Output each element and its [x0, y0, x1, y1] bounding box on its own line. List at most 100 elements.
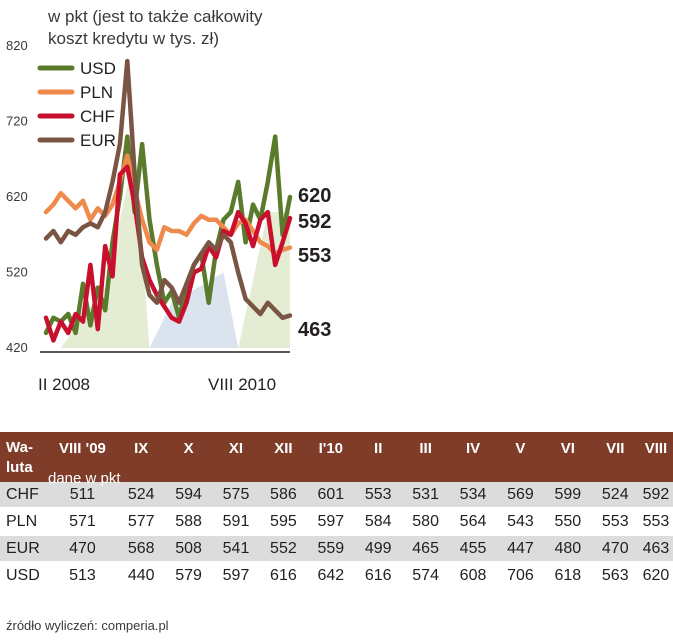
table-cell: 571: [47, 508, 118, 536]
background-band-green: [60, 151, 150, 348]
table-cell: 616: [354, 562, 402, 590]
header-col: XI: [212, 432, 260, 482]
table-row: EUR 470 568 508 541 552 559 499 465 455 447 480 470 4…: [0, 535, 673, 563]
table-header-row: Wa-luta VIII '09 IX X XI XII I'10 II III IV V VI VI…: [0, 432, 673, 482]
header-col: IV: [449, 432, 497, 482]
table-row: USD 513 440 579 597 616 642 616 574 608 706 618 563 6…: [0, 562, 673, 590]
legend-label-eur: EUR: [80, 131, 116, 150]
legend-label-pln: PLN: [80, 83, 113, 102]
y-tick-label: 520: [6, 265, 28, 280]
end-label-eur: 463: [298, 319, 331, 341]
table-cell: 550: [544, 508, 592, 536]
table-cell: 577: [117, 508, 165, 536]
table-cell: 511: [47, 482, 118, 509]
background-band-blue: [149, 272, 239, 348]
table-cell: 552: [259, 535, 308, 563]
table-cell: 470: [591, 535, 639, 563]
table-cell: 569: [496, 482, 545, 509]
data-table: Wa-luta VIII '09 IX X XI XII I'10 II III IV V VI VI…: [0, 432, 673, 590]
header-col: II: [354, 432, 402, 482]
table-cell: 564: [449, 508, 497, 536]
end-label-usd: 620: [298, 185, 331, 207]
row-label: EUR: [0, 535, 48, 563]
table-cell: 584: [354, 508, 402, 536]
y-tick-label: 820: [6, 38, 28, 53]
table-cell: 575: [212, 482, 260, 509]
row-label: USD: [0, 562, 48, 590]
table-cell: 465: [401, 535, 450, 563]
table-row: CHF 511 524 594 575 586 601 553 531 534 569 599 524 5…: [0, 482, 673, 509]
table-cell: 553: [354, 482, 402, 509]
header-col: XII: [259, 432, 308, 482]
series-line-eur: [43, 58, 293, 321]
header-col: I'10: [307, 432, 355, 482]
end-label-chf: 592: [298, 211, 331, 233]
table-cell: 447: [496, 535, 545, 563]
table-cell: 618: [544, 562, 592, 590]
table-cell: 508: [164, 535, 213, 563]
end-label-pln: 553: [298, 245, 331, 267]
table-cell: 706: [496, 562, 545, 590]
header-col: VII: [591, 432, 639, 482]
y-tick-label: 720: [6, 114, 28, 129]
y-tick-label: 620: [6, 189, 28, 204]
header-col: VIII '09: [47, 432, 118, 482]
table-cell: 591: [212, 508, 260, 536]
series-line-chf: [43, 164, 293, 343]
table-cell: 579: [164, 562, 213, 590]
legend-label-chf: CHF: [80, 107, 115, 126]
table-cell: 586: [259, 482, 308, 509]
table-cell: 524: [117, 482, 165, 509]
x-tick-end: VIII 2010: [208, 375, 276, 394]
table-cell: 499: [354, 535, 402, 563]
table-cell: 470: [47, 535, 118, 563]
table-cell: 563: [591, 562, 639, 590]
row-label: CHF: [0, 482, 48, 509]
table-cell: 599: [544, 482, 592, 509]
table-cell: 580: [401, 508, 450, 536]
table-cell: 524: [591, 482, 639, 509]
table-cell: 616: [259, 562, 308, 590]
header-col: X: [164, 432, 213, 482]
table-cell: 592: [638, 482, 673, 509]
header-subtitle: dane w pkt: [48, 470, 121, 487]
header-col: III: [401, 432, 450, 482]
chart-subtitle-line-1: w pkt (jest to także całkowity: [47, 7, 263, 26]
table-cell: 440: [117, 562, 165, 590]
table-cell: 543: [496, 508, 545, 536]
table-cell: 553: [638, 508, 673, 536]
table-row: PLN 571 577 588 591 595 597 584 580 564 543 550 553 5…: [0, 508, 673, 536]
chart-subtitle-line-2: koszt kredytu w tys. zł): [48, 29, 219, 48]
table-cell: 480: [544, 535, 592, 563]
table-cell: 531: [401, 482, 450, 509]
header-col: IX: [117, 432, 165, 482]
header-col: VI: [544, 432, 592, 482]
series-line-pln: [43, 153, 293, 256]
header-col: VIII: [638, 432, 673, 482]
table-cell: 455: [449, 535, 497, 563]
table-cell: 597: [212, 562, 260, 590]
x-tick-start: II 2008: [38, 375, 90, 394]
table-cell: 553: [591, 508, 639, 536]
row-label: PLN: [0, 508, 48, 536]
table-cell: 541: [212, 535, 260, 563]
table-cell: 574: [401, 562, 450, 590]
table-cell: 568: [117, 535, 165, 563]
table-cell: 595: [259, 508, 308, 536]
table-cell: 559: [307, 535, 355, 563]
header-currency: Wa-luta: [0, 432, 48, 482]
table-cell: 513: [47, 562, 118, 590]
line-chart: w pkt (jest to także całkowity koszt kre…: [6, 7, 331, 394]
y-tick-label: 420: [6, 340, 28, 355]
table-cell: 620: [638, 562, 673, 590]
source-note: źródło wyliczeń: comperia.pl: [6, 618, 169, 633]
table-cell: 594: [164, 482, 213, 509]
table-cell: 642: [307, 562, 355, 590]
header-col: V: [496, 432, 545, 482]
table-cell: 534: [449, 482, 497, 509]
table-cell: 588: [164, 508, 213, 536]
table-cell: 608: [449, 562, 497, 590]
table-cell: 597: [307, 508, 355, 536]
table-cell: 463: [638, 535, 673, 563]
table-cell: 601: [307, 482, 355, 509]
